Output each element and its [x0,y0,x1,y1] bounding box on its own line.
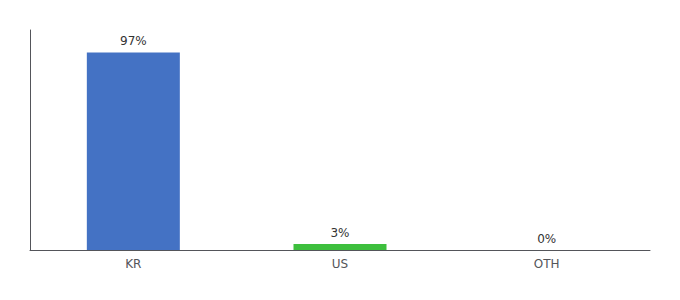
svg-text:US: US [332,257,348,271]
svg-text:OTH: OTH [534,257,560,271]
svg-text:0%: 0% [537,232,556,246]
svg-text:3%: 3% [330,226,349,240]
svg-text:KR: KR [125,257,141,271]
svg-text:97%: 97% [120,34,147,48]
